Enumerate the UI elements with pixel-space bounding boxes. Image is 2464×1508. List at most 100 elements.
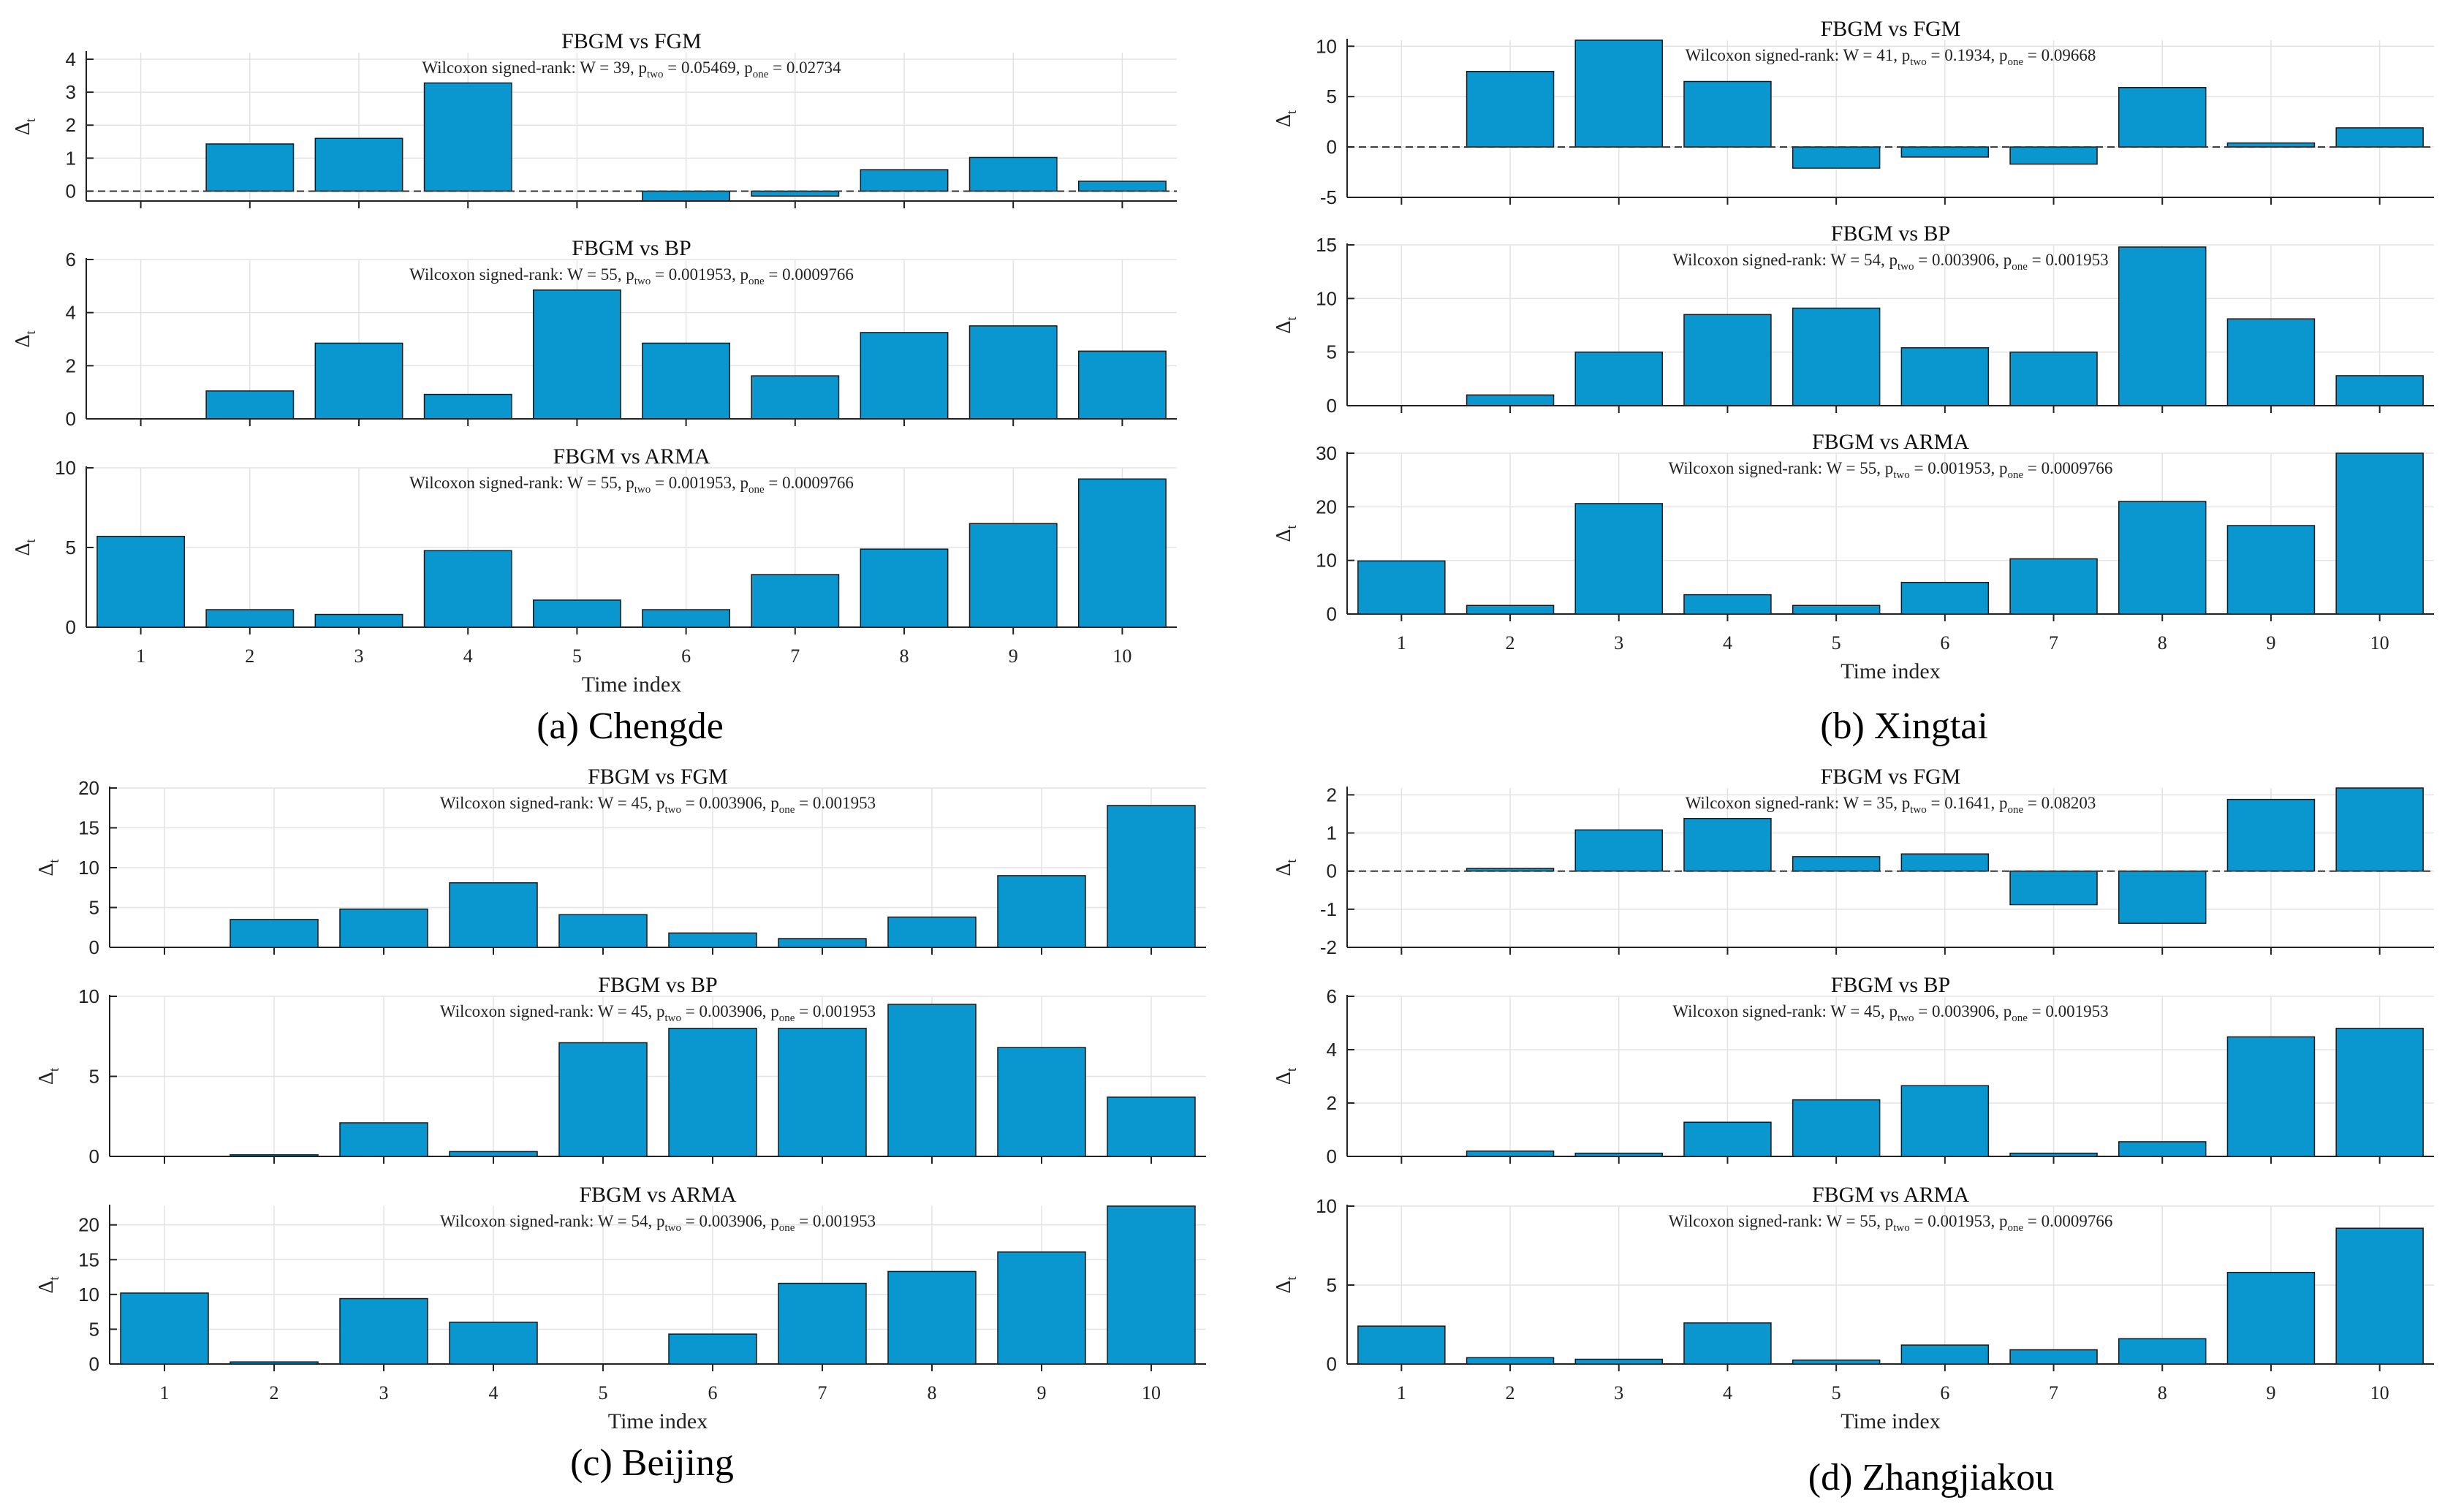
bar-5 [1792,856,1881,872]
x-tick-label: 4 [463,645,473,667]
bar-4 [423,550,512,628]
y-tick-label: 6 [66,249,76,270]
caption-d: (d) Zhangjiakou [1808,1457,2054,1498]
x-tick-label: 5 [572,645,582,667]
wilcoxon-stats: Wilcoxon signed-rank: W = 35, ptwo = 0.1… [1686,794,2096,816]
y-tick-label: 1 [66,147,76,169]
bar-2 [205,609,295,628]
x-tick-label: 6 [708,1382,718,1403]
bar-2 [1466,1357,1555,1365]
bar-9 [2226,1036,2316,1157]
bar-7 [778,1028,867,1157]
x-tick-label: 8 [2158,632,2167,653]
bar-7 [2009,1349,2098,1365]
y-tick-label: 4 [66,302,76,324]
bar-9 [2226,318,2316,406]
bar-7 [778,1282,867,1365]
x-tick-label: 9 [1037,1382,1047,1403]
bar-3 [1574,39,1663,148]
bar-10 [1077,350,1167,420]
x-tick-label: 2 [1506,632,1515,653]
bar-3 [314,613,403,628]
x-tick-label: 10 [2370,632,2389,653]
y-tick-label: 10 [1316,1195,1337,1217]
x-tick-label: 7 [2049,1382,2058,1403]
subplot-title: FBGM vs BP [572,236,691,260]
y-axis-label: Δt [1273,1067,1300,1085]
y-axis-label: Δt [1273,317,1300,334]
caption-c: (c) Beijing [570,1442,734,1484]
x-tick-label: 5 [1832,1382,1841,1403]
y-tick-label: 20 [1316,496,1337,518]
x-tick-label: 1 [136,645,145,667]
bar-8 [2118,87,2207,148]
bar-5 [532,289,621,420]
y-tick-label: 10 [55,457,76,479]
x-tick-label: 8 [900,645,909,667]
y-tick-label: 0 [66,616,76,638]
x-tick-label: 3 [379,1382,389,1403]
bar-4 [449,882,538,948]
subplot-title: FBGM vs FGM [588,765,728,789]
bar-4 [1683,594,1772,615]
bar-7 [751,574,840,628]
x-tick-label: 2 [245,645,254,667]
subplot-title: FBGM vs BP [598,973,717,997]
bar-6 [642,190,731,202]
wilcoxon-stats: Wilcoxon signed-rank: W = 55, ptwo = 0.0… [409,474,854,496]
y-tick-label: 10 [78,1284,99,1306]
y-tick-label: 0 [1327,395,1337,417]
bar-8 [887,1270,977,1365]
x-tick-label: 10 [2370,1382,2389,1403]
y-axis-label: Δt [1273,1276,1300,1294]
x-axis-label: Time index [608,1409,708,1433]
y-axis-label: Δt [1273,110,1300,127]
x-tick-label: 2 [1506,1382,1515,1403]
bar-1 [1357,560,1446,615]
bar-8 [2118,1141,2207,1157]
y-tick-label: -1 [1320,898,1337,920]
subplot-d-1: -2 -1 0 1 2 Δt FBGM vs FGM Wilcoxon signed-rank… [1273,765,2434,958]
subplot-title: FBGM vs FGM [1821,17,1961,41]
bar-9 [2226,142,2316,148]
x-tick-label: 1 [1397,632,1406,653]
bar-7 [2009,146,2098,165]
y-tick-label: 4 [1327,1039,1337,1061]
y-tick-label: 30 [1316,442,1337,464]
bar-6 [642,609,731,628]
subplot-title: FBGM vs ARMA [1812,430,1969,454]
bar-4 [1683,1322,1772,1365]
bar-3 [314,137,403,192]
y-tick-label: 0 [1327,860,1337,882]
bar-9 [997,875,1086,948]
y-tick-label: 20 [78,777,99,799]
bar-1 [96,535,186,628]
x-tick-label: 8 [2158,1382,2167,1403]
y-tick-label: 15 [1316,234,1337,256]
x-tick-label: 9 [2266,1382,2275,1403]
bar-5 [532,599,621,628]
bar-8 [2118,246,2207,406]
y-tick-label: 3 [66,81,76,103]
y-axis-label: Δt [35,1276,62,1294]
x-tick-label: 7 [2049,632,2058,653]
subplot-b-2: 0 5 10 15 Δt FBGM vs BP Wilcoxon signed-rank: … [1273,221,2434,417]
wilcoxon-stats: Wilcoxon signed-rank: W = 55, ptwo = 0.0… [409,265,854,287]
bar-7 [751,190,840,197]
bar-9 [997,1251,1086,1365]
bar-7 [778,938,867,948]
bar-3 [339,1297,428,1365]
y-tick-label: 15 [78,1249,99,1270]
x-tick-label: 4 [1723,1382,1732,1403]
bar-2 [1466,1150,1555,1157]
x-tick-label: 3 [1614,632,1623,653]
panels: 0 1 2 3 4 Δt FBGM vs FGM Wilcoxon signed-rank: … [12,17,2434,1433]
y-axis-label: Δt [35,859,62,876]
y-tick-label: 4 [66,48,76,70]
subplot-title: FBGM vs ARMA [553,444,710,469]
bar-3 [1574,503,1663,615]
subplot-title: FBGM vs FGM [1821,765,1961,789]
bar-4 [1683,1121,1772,1157]
subplot-title: FBGM vs ARMA [579,1183,736,1207]
